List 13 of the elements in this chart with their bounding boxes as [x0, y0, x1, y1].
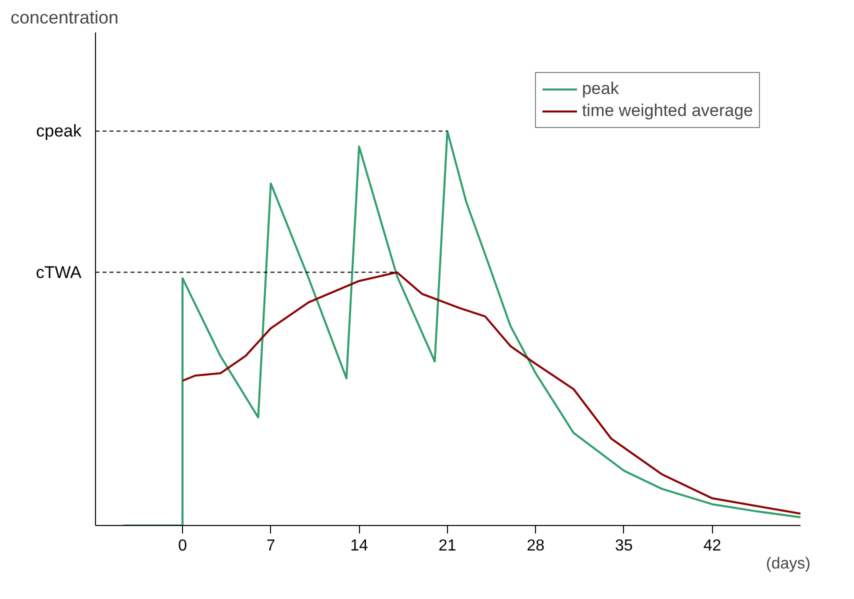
- ref-line-label: cTWA: [36, 262, 82, 282]
- x-tick-label: 14: [350, 538, 368, 554]
- x-tick-label: 35: [615, 538, 633, 554]
- x-tick-label: 28: [526, 538, 545, 554]
- legend-label: peak: [582, 79, 619, 99]
- x-axis-title: (days): [766, 556, 810, 572]
- x-tick-label: 21: [438, 538, 456, 554]
- text: concentration: [10, 8, 119, 28]
- x-tick-label: 7: [266, 538, 276, 554]
- x-tick-label: 42: [703, 538, 722, 554]
- x-tick-label: 0: [178, 538, 188, 554]
- legend-label: time weighted average: [582, 101, 753, 121]
- ref-line-label: cpeak: [36, 122, 82, 141]
